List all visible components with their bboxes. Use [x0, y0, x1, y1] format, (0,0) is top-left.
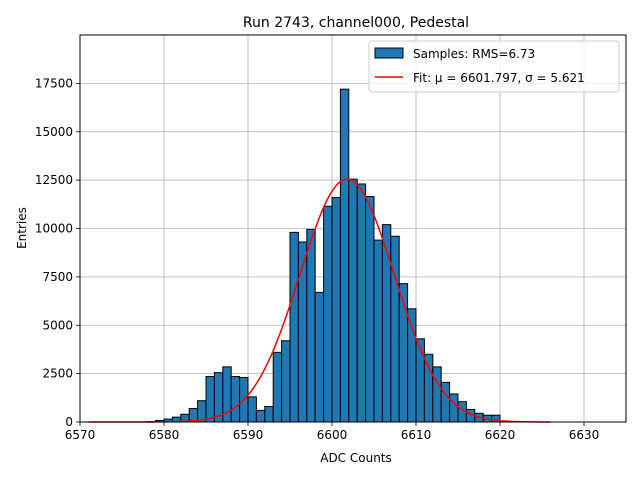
y-axis-ticks: 0 2500 5000 7500 10000 12500 15000 17500 — [35, 76, 80, 429]
histogram-bar — [423, 353, 434, 423]
y-tick-label: 15000 — [35, 125, 73, 139]
legend-swatch-samples — [374, 47, 404, 59]
x-tick-label: 6610 — [401, 428, 432, 442]
histogram-bar — [390, 235, 400, 423]
legend-label-samples: Samples: RMS=6.73 — [413, 47, 535, 61]
x-tick-label: 6620 — [485, 428, 516, 442]
legend-label-fit: Fit: μ = 6601.797, σ = 5.621 — [413, 71, 585, 85]
x-tick-label: 6580 — [149, 428, 180, 442]
histogram-bar — [339, 88, 350, 423]
histogram-bar — [247, 396, 257, 423]
histogram-bars — [146, 88, 501, 423]
histogram-bar — [432, 366, 442, 423]
legend-box — [368, 40, 620, 93]
histogram-bar — [272, 351, 283, 423]
y-tick-label: 17500 — [35, 76, 73, 90]
histogram-bar — [314, 291, 325, 423]
x-tick-label: 6570 — [65, 428, 96, 442]
legend: Samples: RMS=6.73 Fit: μ = 6601.797, σ =… — [368, 40, 620, 93]
histogram-bar — [348, 178, 358, 423]
histogram-bar — [440, 381, 451, 423]
histogram-bar — [381, 224, 392, 423]
histogram-bar — [323, 205, 333, 423]
y-tick-label: 0 — [65, 415, 73, 429]
histogram-bar — [331, 197, 341, 423]
histogram-bar — [356, 183, 367, 423]
y-axis-label: Entries — [15, 207, 29, 249]
histogram-bar — [373, 239, 383, 423]
y-tick-label: 10000 — [35, 222, 73, 236]
histogram-bar — [289, 231, 299, 423]
y-tick-label: 7500 — [42, 270, 73, 284]
x-tick-label: 6590 — [233, 428, 264, 442]
histogram-bar — [297, 241, 308, 423]
histogram-bar — [255, 409, 266, 423]
y-tick-label: 12500 — [35, 173, 73, 187]
chart-title: Run 2743, channel000, Pedestal — [243, 15, 469, 31]
x-tick-label: 6600 — [317, 428, 348, 442]
histogram-bar — [281, 340, 291, 423]
x-axis-ticks: 6570 6580 6590 6600 6610 6620 6630 — [65, 422, 600, 442]
histogram-bar — [264, 406, 274, 423]
histogram-bar — [365, 196, 375, 423]
x-tick-label: 6630 — [569, 428, 600, 442]
histogram-bar — [415, 338, 425, 423]
histogram-bar — [449, 393, 459, 423]
histogram-bar — [306, 228, 316, 423]
y-tick-label: 2500 — [42, 367, 73, 381]
histogram-bar — [230, 376, 241, 423]
x-axis-label: ADC Counts — [320, 451, 392, 465]
histogram-bar — [205, 376, 215, 423]
y-tick-label: 5000 — [42, 318, 73, 332]
